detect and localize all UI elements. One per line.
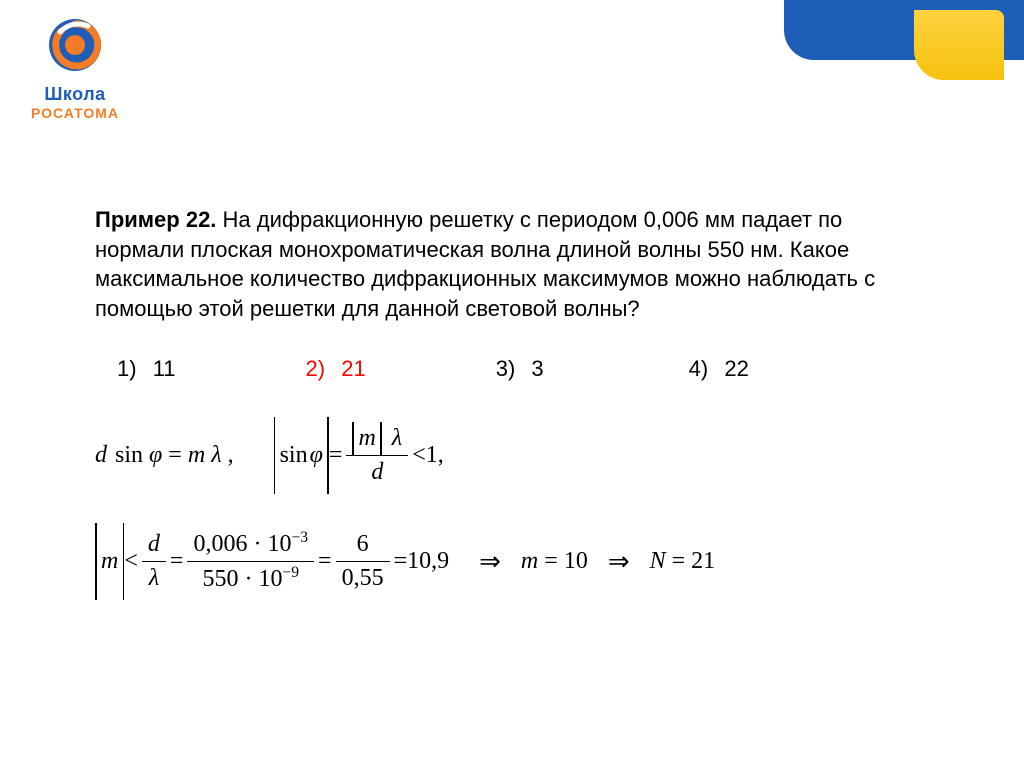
r2-abs-m: m [95, 547, 124, 576]
r2-f2-top-b: 10 [267, 531, 291, 557]
eq2-frac-top-lambda: λ [392, 425, 402, 451]
eq2-fraction: m λ d [346, 422, 408, 489]
problem-statement: Пример 22. На дифракционную решетку с пе… [95, 205, 929, 324]
r2-m-sym: m [521, 548, 538, 574]
r2-frac2: 0,006 · 10−3 550 · 10−9 [187, 527, 314, 596]
arrow-2-icon: ⇒ [608, 546, 630, 577]
option-3: 3) 3 [496, 356, 544, 382]
option-2-value: 21 [341, 356, 365, 381]
math-row-2: m < d λ = 0,006 · 10−3 550 · 10− [95, 527, 929, 596]
r2-f3-bot: 0,55 [336, 562, 390, 595]
r2-frac1: d λ [142, 528, 166, 595]
answer-options: 1) 11 2) 21 3) 3 4) 22 [95, 356, 929, 382]
logo-text-line2: РОСАТОМА [20, 105, 130, 121]
eq2-lessthan: < [412, 441, 426, 470]
r2-eq2: = [318, 547, 332, 576]
r2-m-equals: m = 10 [521, 547, 588, 576]
option-2-number: 2) [306, 356, 326, 381]
r2-f2-bot-exp: −9 [282, 564, 299, 581]
eq1-lambda: λ [211, 442, 221, 468]
option-3-value: 3 [531, 356, 543, 381]
eq1-equals: = [168, 442, 188, 468]
eq2-frac-top-abs: m [352, 424, 381, 453]
eq2-sin: sin [280, 441, 308, 470]
r2-f2-top-dot: · [253, 531, 261, 557]
option-4-number: 4) [689, 356, 709, 381]
option-3-number: 3) [496, 356, 516, 381]
r2-N-val: 21 [691, 548, 715, 574]
option-1: 1) 11 [117, 356, 176, 382]
r2-f2-bot-a: 550 [202, 566, 238, 592]
eq1: d sin φ = m λ , [95, 441, 234, 470]
r2-eq3: = [394, 547, 408, 576]
problem-label: Пример 22. [95, 207, 216, 232]
arrow-1-icon: ⇒ [479, 546, 501, 577]
eq1-sin: sin [115, 442, 143, 468]
r2-result: 10,9 [407, 547, 449, 576]
r2-frac3: 6 0,55 [336, 528, 390, 595]
option-2: 2) 21 [306, 356, 366, 382]
eq1-phi: φ [149, 442, 162, 468]
eq1-comma: , [228, 442, 234, 468]
eq2-abs: sin φ [274, 441, 329, 470]
r2-f2-bot-b: 10 [258, 566, 282, 592]
accent-yellow-shape [914, 10, 1004, 80]
r2-frac1-bot: λ [143, 562, 165, 595]
option-4-value: 22 [724, 356, 748, 381]
r2-m-eqsign: = [544, 548, 564, 574]
math-row-1: d sin φ = m λ , sin φ = m λ [95, 422, 929, 489]
r2-eq1: = [170, 547, 184, 576]
header-accent [0, 0, 1024, 90]
logo-swirl-icon [40, 10, 110, 80]
r2-f2-bot-dot: · [244, 566, 252, 592]
brand-logo: Школа РОСАТОМА [20, 10, 130, 121]
logo-text-line1: Школа [20, 84, 130, 105]
r2-f3-top: 6 [351, 528, 375, 561]
option-1-value: 11 [153, 356, 176, 381]
eq2-frac-top-m: m [358, 424, 375, 453]
r2-frac1-top: d [142, 528, 166, 561]
r2-m-val: 10 [564, 548, 588, 574]
option-4: 4) 22 [689, 356, 749, 382]
r2-f2-top-a: 0,006 [193, 531, 247, 557]
r2-N-eqsign: = [672, 548, 692, 574]
eq2-equals: = [329, 441, 343, 470]
eq1-d: d [95, 442, 107, 468]
main-content: Пример 22. На дифракционную решетку с пе… [95, 205, 929, 596]
r2-m: m [101, 547, 118, 576]
option-1-number: 1) [117, 356, 137, 381]
eq2: sin φ = m λ d < 1, [274, 422, 444, 489]
r2-lessthan: < [124, 547, 138, 576]
r2-f2-top-exp: −3 [291, 529, 308, 546]
eq1-m: m [188, 442, 205, 468]
r2-N-sym: N [650, 548, 666, 574]
eq2-one: 1, [426, 441, 444, 470]
r2-N-equals: N = 21 [650, 547, 716, 576]
math-derivation: d sin φ = m λ , sin φ = m λ [95, 422, 929, 596]
eq2-phi: φ [310, 441, 323, 470]
eq2-frac-bot-d: d [365, 456, 389, 489]
